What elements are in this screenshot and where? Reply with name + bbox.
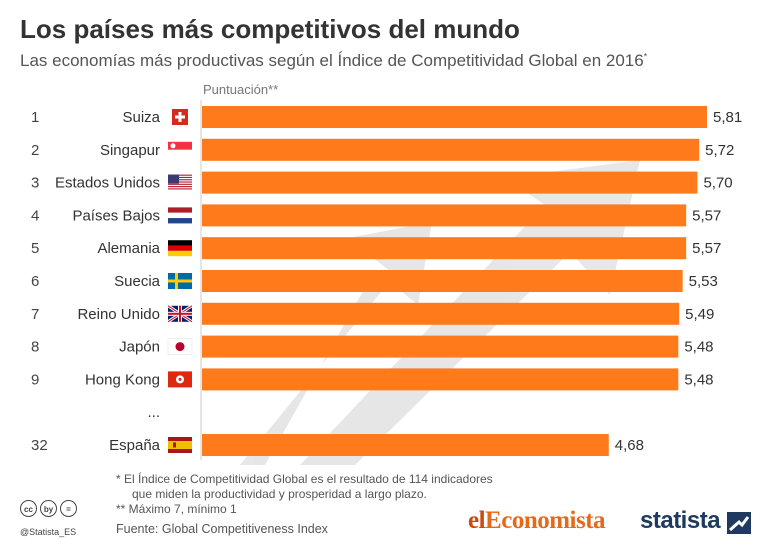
bar — [202, 171, 698, 194]
source-text: Fuente: Global Competitiveness Index — [116, 522, 328, 536]
bar — [202, 237, 687, 260]
footnote-2: ** Máximo 7, mínimo 1 — [116, 502, 237, 516]
country-label: Estados Unidos — [55, 175, 160, 192]
value-label: 5,49 — [685, 306, 714, 323]
footnote-1: * El Índice de Competitividad Global es … — [116, 472, 493, 486]
hongkong-flag-icon — [168, 371, 192, 388]
value-label: 5,57 — [692, 207, 721, 224]
value-label: 5,72 — [705, 142, 734, 159]
subtitle-footnote-mark: * — [643, 51, 648, 62]
country-label: Suiza — [122, 109, 160, 126]
uk-flag-icon — [167, 304, 193, 324]
rank-label: 2 — [31, 142, 39, 159]
chart-title: Los países más competitivos del mundo — [20, 14, 520, 44]
rank-label: 8 — [31, 339, 39, 356]
country-label: Alemania — [97, 240, 160, 257]
rank-label: 1 — [31, 109, 39, 126]
bar — [202, 106, 707, 128]
country-label: Singapur — [100, 142, 160, 159]
statista-logo[interactable]: statista — [640, 507, 721, 534]
rank-label: 7 — [31, 306, 39, 323]
rank-label: 9 — [31, 371, 39, 388]
logo-el: el — [468, 507, 486, 534]
footnotes: * El Índice de Competitividad Global es … — [116, 472, 493, 517]
switzerland-flag-icon — [172, 109, 188, 125]
creative-commons-badge: cc by = — [20, 500, 77, 517]
logo-economista: Economista — [485, 507, 606, 534]
value-label: 4,68 — [615, 437, 644, 454]
country-label: Países Bajos — [72, 207, 160, 224]
netherlands-flag-icon — [168, 207, 192, 224]
footnote-1-cont: que miden la productividad y prosperidad… — [132, 487, 427, 501]
country-label: España — [109, 437, 161, 454]
bar — [202, 204, 687, 227]
usa-flag-icon — [168, 174, 192, 190]
rank-label: 6 — [31, 273, 39, 290]
sweden-flag-icon — [168, 273, 192, 289]
eleconomista-logo[interactable]: elEconomista — [468, 507, 606, 535]
value-label: 5,81 — [713, 109, 742, 126]
bar — [202, 270, 683, 292]
statista-logo-mark-icon — [727, 512, 751, 534]
bar — [202, 138, 700, 161]
japan-flag-icon — [167, 338, 193, 355]
value-label: 5,48 — [684, 339, 713, 356]
bar — [202, 302, 680, 325]
value-label: 5,57 — [692, 240, 721, 257]
rank-label: 3 — [31, 175, 39, 192]
value-label: 5,48 — [684, 371, 713, 388]
twitter-handle: @Statista_ES — [20, 527, 77, 537]
country-label: Reino Unido — [77, 306, 160, 323]
rank-label: 32 — [31, 437, 48, 454]
singapore-flag-icon — [168, 141, 192, 158]
country-label: Hong Kong — [85, 371, 160, 388]
germany-flag-icon — [168, 240, 192, 257]
by-icon: by — [40, 500, 57, 517]
rank-label: 4 — [31, 207, 39, 224]
cc-icon: cc — [20, 500, 37, 517]
rank-label: 5 — [31, 240, 39, 257]
chart-subtitle: Las economías más productivas según el Í… — [20, 51, 647, 71]
value-label: 5,70 — [703, 175, 732, 192]
spain-flag-icon — [168, 437, 192, 453]
country-label: Suecia — [114, 273, 161, 290]
bar — [202, 434, 609, 456]
value-header: Puntuación** — [203, 82, 278, 97]
bar — [202, 368, 679, 391]
subtitle-text: Las economías más productivas según el Í… — [20, 51, 644, 70]
country-label: ... — [147, 404, 160, 421]
value-label: 5,53 — [689, 273, 718, 290]
nd-icon: = — [60, 500, 77, 517]
country-label: Japón — [119, 339, 160, 356]
bar — [202, 335, 679, 358]
bar-chart: Puntuación** 1 Suiza 5,81 2 Singapur 5,72 3 Esta… — [31, 82, 742, 465]
